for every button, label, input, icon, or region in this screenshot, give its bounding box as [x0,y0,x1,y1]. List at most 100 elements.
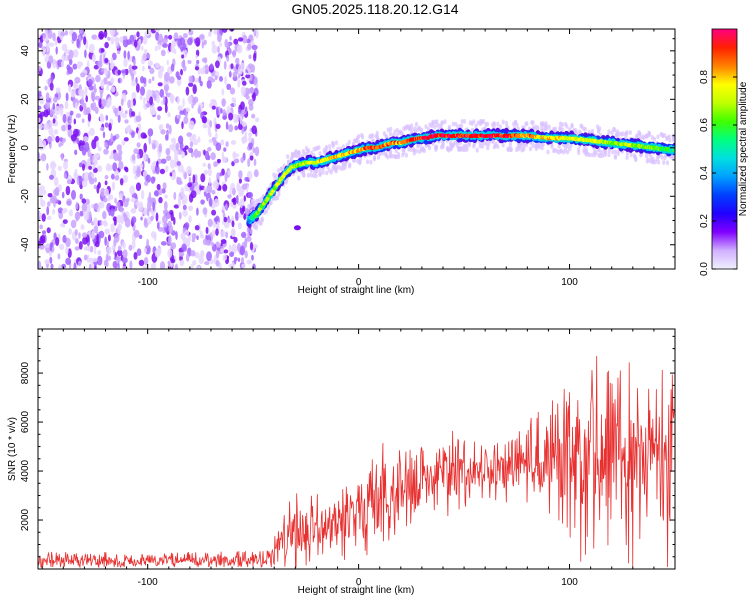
noise-blob [40,153,47,162]
noise-blob [209,63,214,70]
noise-blob [53,176,59,187]
noise-blob [160,158,167,164]
colorbar-tick-label: 0.0 [699,262,710,276]
noise-blob [117,78,121,84]
noise-blob [170,63,175,72]
noise-blob [81,179,88,188]
snr-series-layer [38,355,675,569]
ridge-halo-point [297,150,301,156]
ridge-halo-point [302,172,306,178]
noise-blob [59,107,64,117]
ridge-halo-point [515,122,519,128]
colorbar-tick-label: 0.6 [699,118,710,132]
noise-blob [193,138,199,146]
ridge-halo-point [439,124,443,130]
noise-blob [166,59,169,66]
noise-blob [147,128,154,137]
noise-blob [245,94,250,100]
noise-blob [247,191,253,199]
noise-blob [53,129,59,135]
noise-blob [110,36,115,45]
noise-blob [181,54,185,59]
noise-blob [72,81,77,89]
noise-blob [192,260,197,266]
noise-blob [185,240,191,248]
noise-blob [82,236,88,245]
noise-blob [213,161,218,168]
noise-blob [87,246,91,252]
noise-blob [113,107,119,114]
noise-blob [240,86,246,96]
ridge-halo-point [651,156,655,162]
noise-blob [224,75,228,86]
noise-blob [194,252,200,259]
noise-blob [110,223,116,233]
ridge-halo-point [389,153,393,159]
noise-blob [167,248,173,258]
noise-blob [143,134,148,139]
page-title: GN05.2025.118.20.12.G14 [291,1,459,17]
noise-blob [100,79,105,90]
noise-blob [39,224,43,230]
noise-blob [211,209,217,216]
noise-blob [241,257,244,264]
noise-blob [78,162,83,168]
colorbar-tick-label: 0.4 [699,166,710,180]
noise-blob [204,261,210,266]
y-tick-label: 4000 [20,459,31,482]
noise-blob [187,205,194,212]
ridge-halo-point [560,122,565,128]
noise-blob [217,33,222,43]
noise-blob [239,115,243,125]
noise-blob [78,88,84,97]
noise-blob [50,74,54,83]
noise-blob [80,72,86,78]
spectrogram-y-ticks: -40 -20 0 20 40 [20,38,675,270]
noise-blob [103,77,108,85]
noise-blob [251,113,256,119]
noise-blob [57,165,63,171]
noise-blob [112,162,118,172]
noise-blob [140,86,145,96]
noise-blob [47,136,53,143]
noise-blob [154,249,161,258]
noise-blob [235,63,239,69]
noise-blob [142,65,145,72]
noise-blob [112,135,117,141]
noise-blob [162,38,168,44]
ridge-halo-point [334,168,338,174]
ridge-halo-point [593,152,597,158]
ridge-halo-point [504,120,509,126]
ridge-halo-point [652,136,657,142]
noise-blob [58,264,62,269]
noise-blob [214,75,218,81]
noise-blob [180,68,183,76]
noise-blob [230,63,234,70]
spectrogram-heat-layer [38,29,675,269]
noise-blob [94,135,99,142]
noise-blob [49,256,53,264]
noise-blob [175,142,180,151]
noise-blob [165,86,168,96]
noise-blob [163,221,168,228]
noise-blob [230,140,237,145]
spectrogram-y-axis-label: Frequency (Hz) [7,115,18,184]
noise-blob [104,175,109,180]
noise-blob [82,102,87,111]
noise-blob [133,229,140,238]
noise-blob [252,147,256,154]
noise-blob [114,197,117,204]
noise-blob [38,117,41,123]
noise-blob [237,79,241,88]
noise-blob [217,158,221,164]
noise-blob [210,259,214,265]
noise-blob [91,34,98,40]
noise-blob [46,42,50,53]
noise-blob [160,129,166,135]
noise-blob [150,215,154,221]
noise-blob [157,106,163,112]
ridge-halo-point [252,201,256,207]
spectrogram-x-ticks: -100 0 100 [41,29,676,288]
noise-blob [199,230,203,239]
noise-blob [238,178,242,184]
